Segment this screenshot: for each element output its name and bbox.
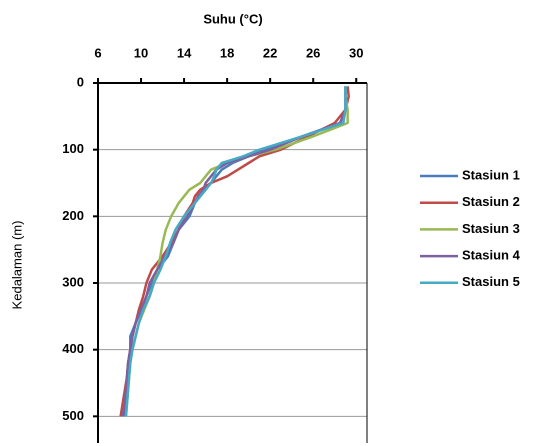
y-tick-label: 500 xyxy=(62,408,84,423)
legend-label: Stasiun 1 xyxy=(462,167,520,182)
x-tick-label: 30 xyxy=(349,45,363,60)
y-tick-label: 200 xyxy=(62,208,84,223)
y-tick-label: 0 xyxy=(77,74,84,89)
legend-label: Stasiun 3 xyxy=(462,221,520,236)
series-line xyxy=(121,86,347,417)
y-tick-label: 300 xyxy=(62,274,84,289)
legend-label: Stasiun 4 xyxy=(462,248,521,263)
x-tick-label: 10 xyxy=(134,45,148,60)
series-line xyxy=(124,86,347,417)
series-line xyxy=(124,86,349,417)
y-tick-label: 100 xyxy=(62,141,84,156)
x-tick-label: 22 xyxy=(263,45,277,60)
y-axis-label: Kedalaman (m) xyxy=(9,221,24,310)
x-tick-label: 26 xyxy=(306,45,320,60)
x-tick-label: 14 xyxy=(177,45,192,60)
legend-label: Stasiun 5 xyxy=(462,274,520,289)
chart-title: Suhu (°C) xyxy=(203,11,262,26)
x-tick-label: 18 xyxy=(220,45,234,60)
x-tick-label: 6 xyxy=(94,45,101,60)
legend-label: Stasiun 2 xyxy=(462,194,520,209)
y-tick-label: 400 xyxy=(62,341,84,356)
